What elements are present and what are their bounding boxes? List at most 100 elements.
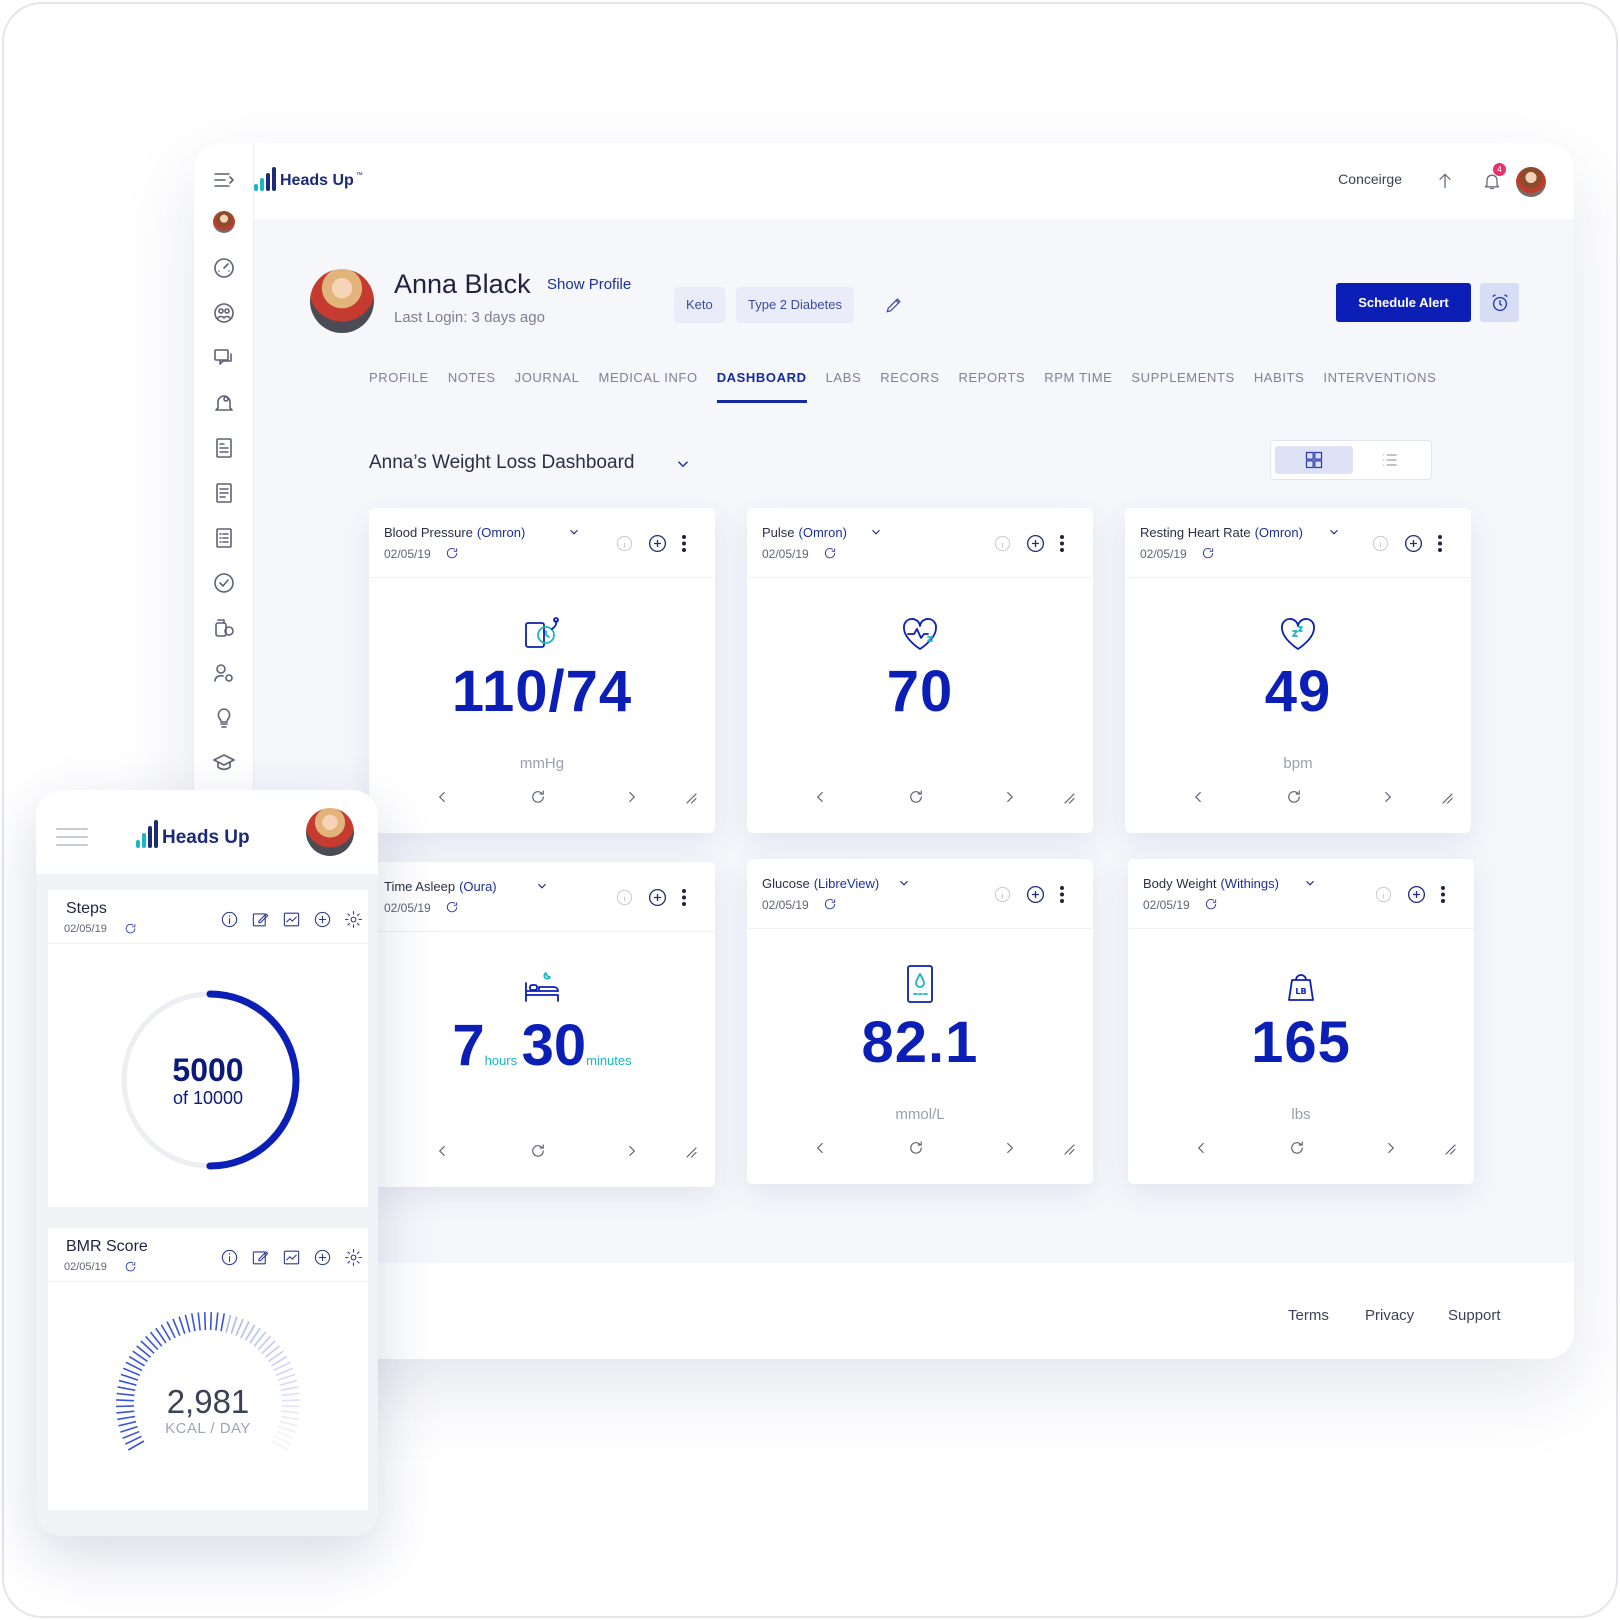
sync-icon[interactable]	[1204, 897, 1218, 911]
tab-journal[interactable]: JOURNAL	[514, 370, 580, 385]
mobile-patient-avatar[interactable]	[306, 808, 354, 856]
lightbulb-icon[interactable]	[211, 705, 237, 731]
sync-icon[interactable]	[823, 546, 837, 560]
edit-tags-pencil-icon[interactable]	[884, 295, 904, 315]
resize-handle-icon[interactable]	[1437, 788, 1455, 806]
more-options-icon[interactable]	[679, 887, 689, 908]
chevron-down-icon[interactable]	[869, 525, 883, 539]
menu-collapse-icon[interactable]	[211, 167, 237, 193]
info-icon[interactable]	[993, 885, 1012, 904]
info-icon[interactable]	[220, 910, 239, 929]
footer-terms-link[interactable]: Terms	[1288, 1307, 1329, 1324]
tab-medical-info[interactable]: MEDICAL INFO	[598, 370, 698, 385]
resize-handle-icon[interactable]	[1059, 1139, 1077, 1157]
chevron-right-icon[interactable]	[1382, 1139, 1400, 1157]
gear-icon[interactable]	[344, 1248, 363, 1267]
chart-icon[interactable]	[282, 1248, 301, 1267]
tag-type-2-diabetes[interactable]: Type 2 Diabetes	[736, 287, 854, 323]
grid-view-button[interactable]	[1275, 446, 1353, 474]
info-icon[interactable]	[1374, 885, 1393, 904]
tab-recors[interactable]: RECORS	[880, 370, 940, 385]
info-icon[interactable]	[993, 534, 1012, 553]
resize-handle-icon[interactable]	[1440, 1139, 1458, 1157]
checklist-icon[interactable]	[211, 525, 237, 551]
info-icon[interactable]	[615, 888, 634, 907]
heart-check-icon[interactable]	[211, 570, 237, 596]
more-options-icon[interactable]	[679, 533, 689, 554]
tag-keto[interactable]: Keto	[674, 287, 725, 323]
info-icon[interactable]	[220, 1248, 239, 1267]
hamburger-menu-icon[interactable]	[56, 828, 88, 846]
list-view-button[interactable]	[1351, 446, 1429, 474]
schedule-alert-button[interactable]: Schedule Alert	[1336, 283, 1471, 322]
user-group-icon[interactable]	[211, 300, 237, 326]
gear-icon[interactable]	[344, 910, 363, 929]
tab-notes[interactable]: NOTES	[447, 370, 496, 385]
footer-support-link[interactable]: Support	[1448, 1307, 1501, 1324]
more-options-icon[interactable]	[1057, 533, 1067, 554]
chevron-right-icon[interactable]	[623, 1142, 641, 1160]
add-icon[interactable]	[1403, 533, 1424, 554]
sidebar-avatar[interactable]	[213, 211, 235, 233]
chart-icon[interactable]	[282, 910, 301, 929]
add-icon[interactable]	[1025, 533, 1046, 554]
tab-interventions[interactable]: INTERVENTIONS	[1323, 370, 1437, 385]
show-profile-link[interactable]: Show Profile	[547, 276, 632, 293]
sync-icon[interactable]	[445, 900, 459, 914]
dashboard-title[interactable]: Anna’s Weight Loss Dashboard	[369, 452, 635, 473]
chevron-left-icon[interactable]	[1189, 788, 1207, 806]
notifications-bell-icon[interactable]: 4	[1478, 163, 1506, 195]
more-options-icon[interactable]	[1057, 884, 1067, 905]
refresh-icon[interactable]	[529, 1142, 547, 1160]
sync-icon[interactable]	[445, 546, 459, 560]
chevron-down-icon[interactable]	[897, 876, 911, 890]
speedometer-icon[interactable]	[211, 255, 237, 281]
pills-icon[interactable]	[211, 615, 237, 641]
chevron-left-icon[interactable]	[1192, 1139, 1210, 1157]
mobile-brand-logo[interactable]: Heads Up	[136, 818, 250, 848]
chevron-right-icon[interactable]	[1379, 788, 1397, 806]
add-icon[interactable]	[1025, 884, 1046, 905]
tab-rpm-time[interactable]: RPM TIME	[1044, 370, 1113, 385]
document-icon[interactable]	[211, 480, 237, 506]
chat-icon[interactable]	[211, 345, 237, 371]
resize-handle-icon[interactable]	[1059, 788, 1077, 806]
tab-profile[interactable]: PROFILE	[369, 370, 429, 385]
user-settings-icon[interactable]	[211, 660, 237, 686]
refresh-icon[interactable]	[1288, 1139, 1306, 1157]
chevron-left-icon[interactable]	[811, 788, 829, 806]
chevron-left-icon[interactable]	[433, 788, 451, 806]
tab-reports[interactable]: REPORTS	[958, 370, 1026, 385]
chevron-left-icon[interactable]	[433, 1142, 451, 1160]
add-icon[interactable]	[647, 533, 668, 554]
more-options-icon[interactable]	[1438, 884, 1448, 905]
chevron-left-icon[interactable]	[811, 1139, 829, 1157]
edit-icon[interactable]	[251, 910, 270, 929]
user-avatar[interactable]	[1516, 167, 1546, 197]
add-icon[interactable]	[313, 910, 332, 929]
upload-icon[interactable]	[1431, 167, 1459, 195]
add-icon[interactable]	[313, 1248, 332, 1267]
tab-dashboard[interactable]: DASHBOARD	[716, 370, 807, 403]
sync-icon[interactable]	[124, 922, 137, 935]
add-icon[interactable]	[647, 887, 668, 908]
refresh-icon[interactable]	[529, 788, 547, 806]
sync-icon[interactable]	[1201, 546, 1215, 560]
chevron-down-icon[interactable]	[567, 525, 581, 539]
tab-habits[interactable]: HABITS	[1253, 370, 1305, 385]
resize-handle-icon[interactable]	[681, 1142, 699, 1160]
brand-logo[interactable]: Heads Up ™	[254, 165, 363, 191]
resize-handle-icon[interactable]	[681, 788, 699, 806]
chevron-right-icon[interactable]	[1001, 1139, 1019, 1157]
graduation-cap-icon[interactable]	[211, 750, 237, 776]
refresh-icon[interactable]	[907, 1139, 925, 1157]
dashboard-chevron-down-icon[interactable]	[674, 455, 692, 473]
tab-supplements[interactable]: SUPPLEMENTS	[1131, 370, 1235, 385]
chevron-down-icon[interactable]	[1327, 525, 1341, 539]
bell-settings-icon[interactable]	[211, 390, 237, 416]
add-icon[interactable]	[1406, 884, 1427, 905]
sync-icon[interactable]	[823, 897, 837, 911]
tab-labs[interactable]: LABS	[825, 370, 862, 385]
refresh-icon[interactable]	[1285, 788, 1303, 806]
more-options-icon[interactable]	[1435, 533, 1445, 554]
